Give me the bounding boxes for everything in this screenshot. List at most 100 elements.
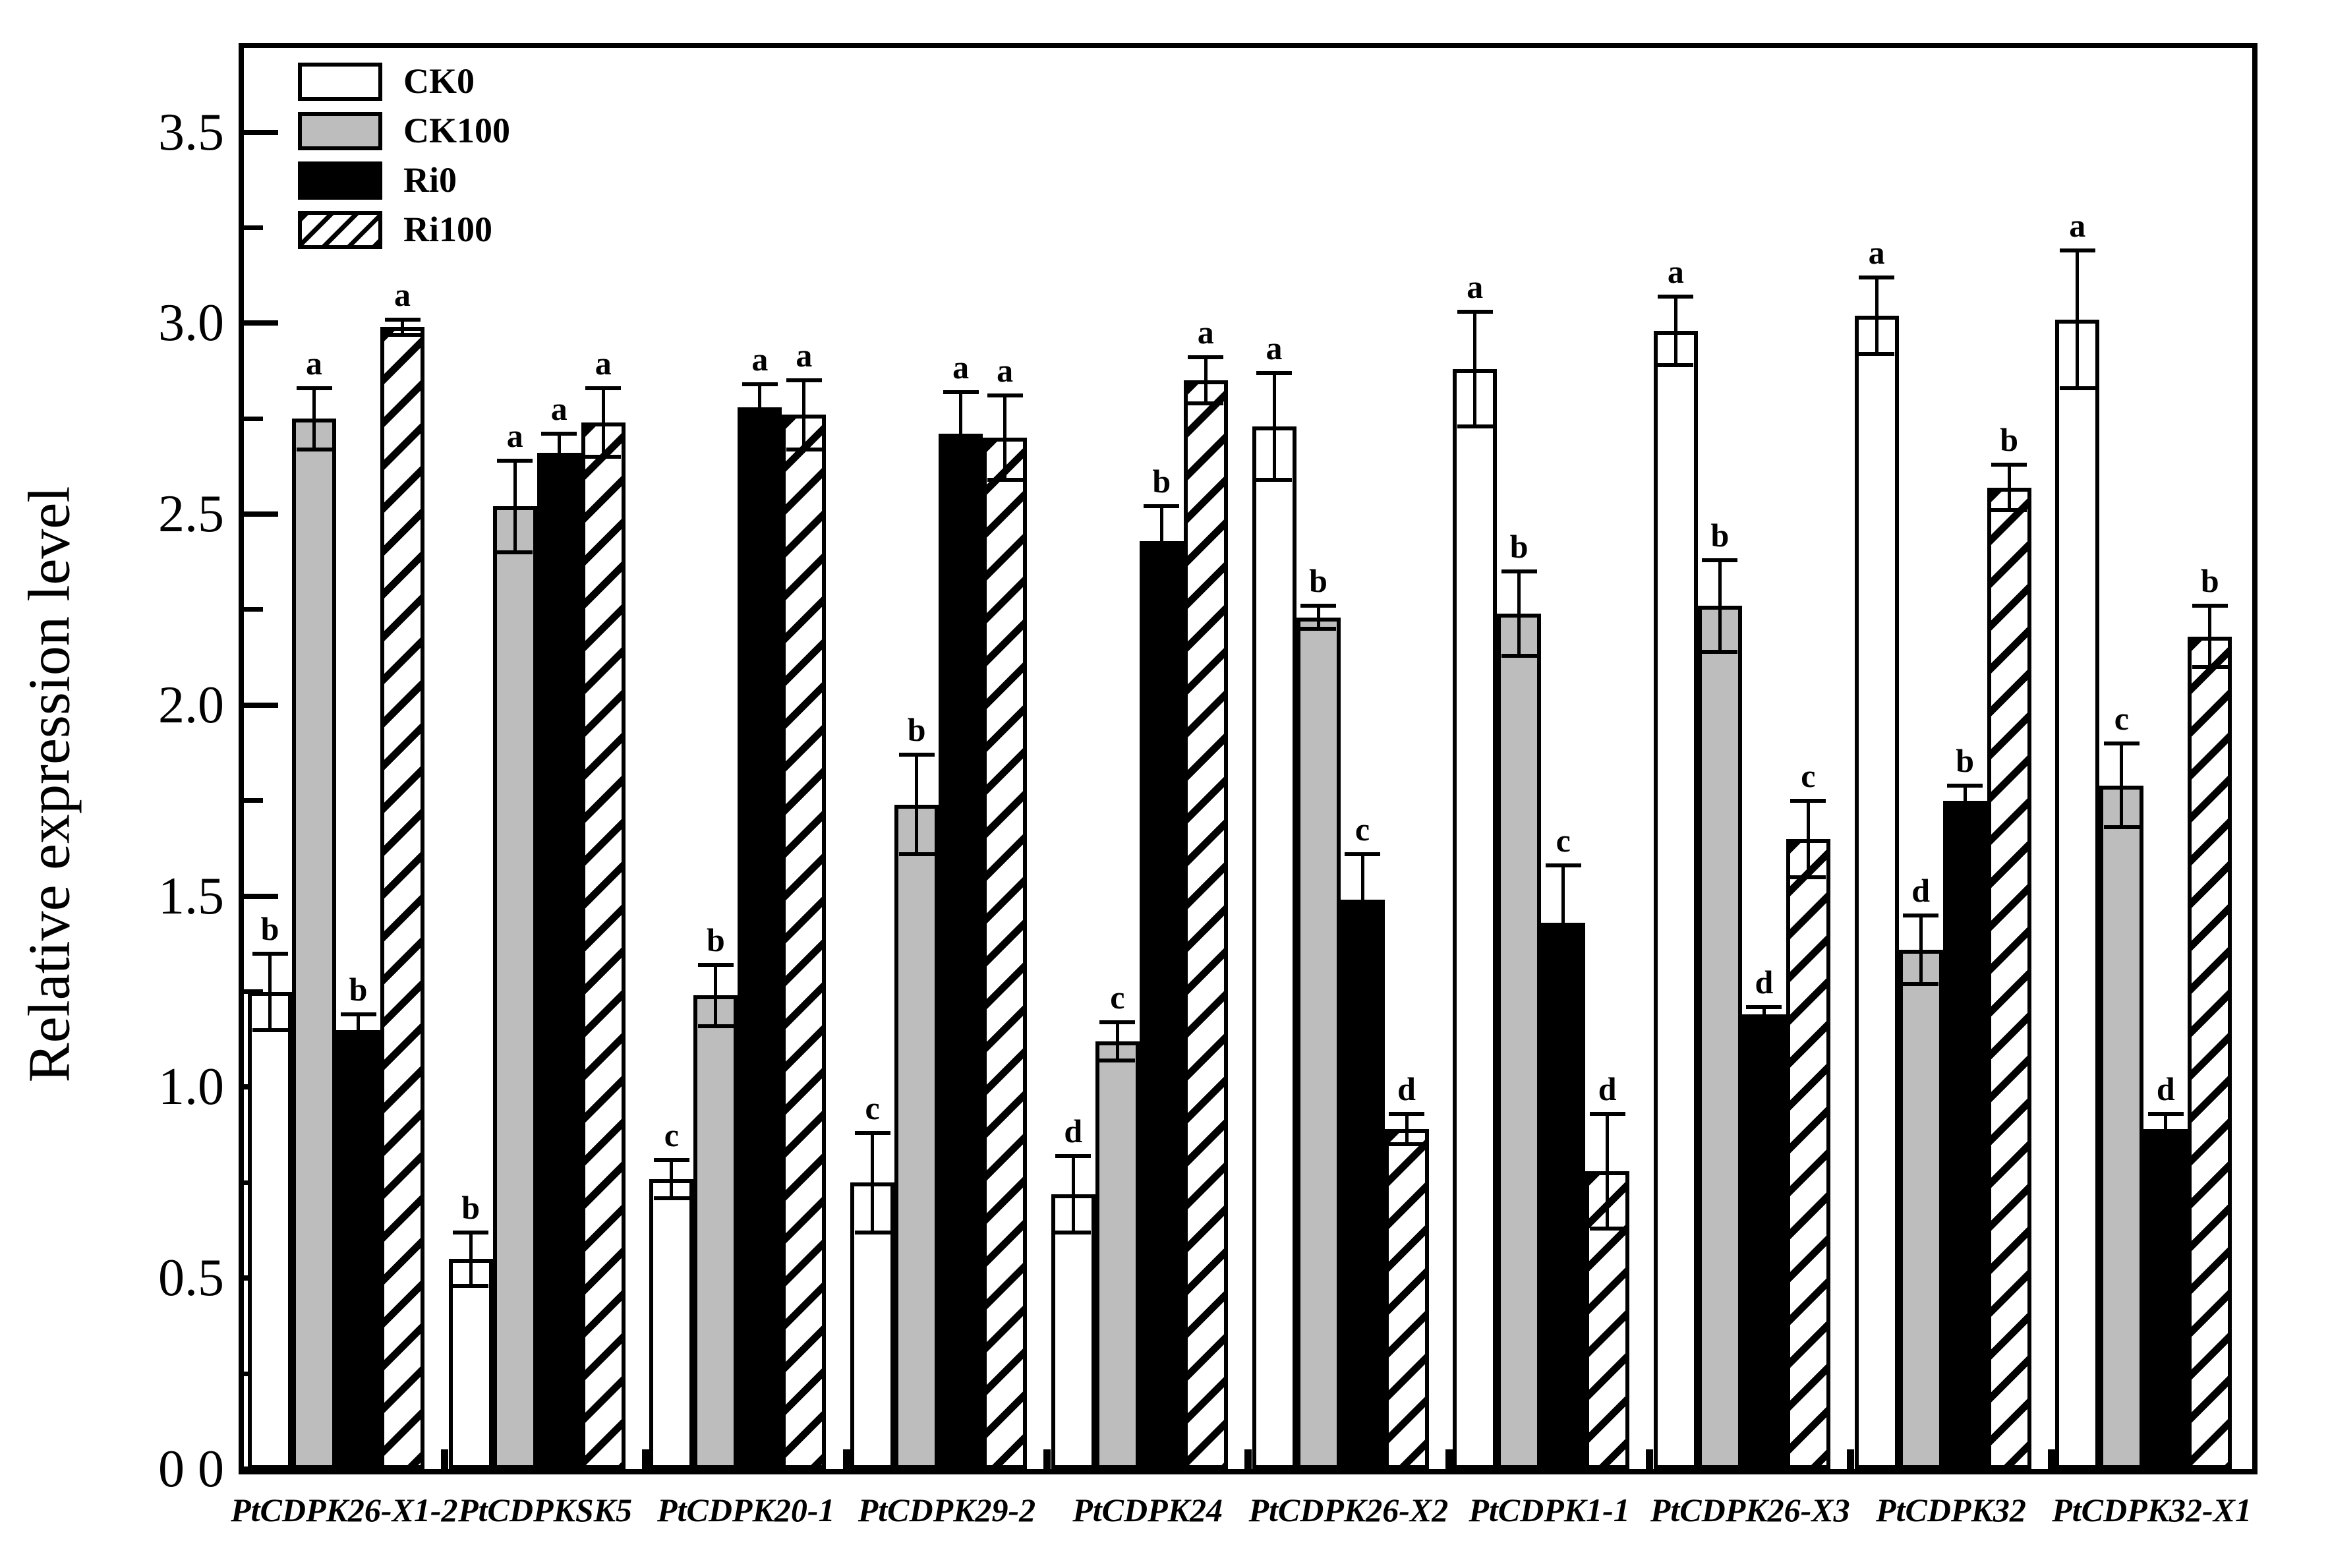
significance-letter: a — [394, 276, 411, 313]
error-bar-cap-bottom — [786, 447, 822, 451]
x-category-label: PtCDPK26-X2 — [1248, 1492, 1449, 1528]
x-boundary-tick — [2047, 1449, 2055, 1469]
significance-letter: a — [1667, 252, 1684, 290]
bar-ri100-PtCDPK29-2 — [983, 438, 1028, 1469]
significance-letter: b — [2000, 421, 2018, 458]
error-bar-cap-bottom — [1055, 1230, 1092, 1234]
y-major-tick — [244, 129, 278, 135]
bar-ri0-PtCDPK26-X2 — [1340, 900, 1385, 1469]
x-category-label: PtCDPK32 — [1876, 1492, 2026, 1528]
error-bar-cap-bottom — [1300, 626, 1336, 631]
error-bar-cap-bottom — [898, 852, 935, 856]
error-bar-line — [670, 1159, 674, 1198]
error-bar-cap-bottom — [1099, 1058, 1136, 1062]
x-category-label: PtCDPK24 — [1072, 1492, 1223, 1528]
x-boundary-tick — [842, 1449, 850, 1469]
error-bar-cap-top — [1188, 355, 1224, 360]
significance-letter: a — [796, 337, 813, 374]
bar-ri0-PtCDPK26-X3 — [1741, 1014, 1786, 1469]
significance-letter: a — [2069, 207, 2086, 245]
bar-ck0-PtCDPK1-1 — [1453, 368, 1498, 1469]
significance-letter: b — [907, 711, 926, 749]
significance-letter: d — [1755, 963, 1774, 1001]
y-major-tick — [244, 1466, 278, 1472]
error-bar-line — [1316, 606, 1320, 629]
bar-ri100-PtCDPK32 — [1987, 487, 2031, 1469]
x-boundary-tick — [1646, 1449, 1654, 1469]
bar-ck100-PtCDPK24 — [1095, 1041, 1140, 1469]
error-bar-cap-top — [252, 951, 288, 956]
significance-letter: a — [506, 417, 523, 454]
significance-letter: c — [664, 1116, 679, 1153]
bar-ck100-PtCDPK26-X1-2 — [292, 419, 336, 1469]
bar-ri100-PtCDPK32-X1 — [2188, 636, 2232, 1469]
error-bar-cap-bottom — [1345, 944, 1380, 948]
bar-ri100-PtCDPK24 — [1183, 380, 1228, 1469]
error-bar-cap-top — [1099, 1020, 1136, 1024]
error-bar-line — [1473, 311, 1477, 426]
bar-ck100-PtCDPK26-X2 — [1296, 617, 1341, 1469]
error-bar-cap-bottom — [497, 550, 533, 555]
error-bar-cap-top — [1545, 863, 1581, 868]
error-bar-cap-top — [2147, 1112, 2184, 1116]
error-bar-cap-top — [340, 1012, 376, 1017]
legend-row-ri0: Ri0 — [298, 160, 562, 201]
x-category-label: PtCDPK26-X1-2 — [231, 1492, 458, 1528]
y-minor-tick — [244, 607, 263, 612]
legend-swatch-black-icon — [298, 161, 382, 200]
significance-letter: a — [1868, 233, 1885, 271]
error-bar-cap-top — [1903, 913, 1939, 917]
error-bar-cap-bottom — [1589, 1226, 1625, 1231]
error-bar-cap-bottom — [1702, 649, 1738, 654]
significance-letter: a — [1197, 314, 1214, 351]
error-bar-line — [1204, 357, 1208, 403]
y-tick-label: 3.5 — [158, 103, 224, 161]
error-bar-line — [1875, 277, 1879, 354]
y-minor-tick — [244, 798, 263, 803]
error-bar-line — [1919, 915, 1923, 984]
error-bar-line — [1963, 785, 1967, 816]
significance-letter: c — [1556, 822, 1571, 859]
bar-ri100-PtCDPK20-1 — [782, 415, 827, 1469]
significance-letter: b — [349, 971, 368, 1008]
significance-letter: a — [997, 352, 1014, 390]
bar-ri100-PtCDPKSK5 — [581, 422, 626, 1469]
significance-letter: b — [461, 1188, 481, 1226]
significance-letter: a — [595, 344, 612, 382]
bar-ck100-PtCDPK20-1 — [693, 995, 738, 1469]
significance-letter: b — [1509, 528, 1529, 566]
significance-letter: b — [1956, 741, 1974, 779]
x-boundary-tick — [1847, 1449, 1855, 1469]
error-bar-cap-top — [2103, 741, 2140, 745]
significance-letter: b — [1152, 463, 1171, 500]
significance-letter: c — [1354, 810, 1370, 848]
error-bar-line — [2120, 743, 2124, 828]
error-bar-cap-bottom — [1545, 978, 1581, 983]
significance-letter: b — [1309, 562, 1327, 600]
significance-letter: b — [2200, 562, 2219, 600]
y-major-tick — [244, 893, 278, 899]
error-bar-line — [758, 384, 762, 430]
legend-swatch-white-icon — [298, 63, 382, 101]
error-bar-cap-bottom — [1859, 351, 1895, 356]
y-tick-label: 0.5 — [158, 1249, 224, 1308]
error-bar-cap-top — [1256, 370, 1292, 375]
error-bar-cap-bottom — [2147, 1142, 2184, 1147]
bar-ri100-PtCDPK26-X3 — [1786, 838, 1830, 1469]
error-bar-cap-bottom — [340, 1043, 376, 1047]
error-bar-line — [802, 380, 806, 450]
error-bar-cap-top — [1345, 852, 1380, 856]
significance-letter: a — [751, 341, 769, 378]
error-bar-cap-bottom — [1188, 401, 1224, 405]
significance-letter: b — [260, 910, 279, 947]
error-bar-line — [1606, 1114, 1610, 1229]
bar-ck100-PtCDPK29-2 — [894, 804, 939, 1469]
error-bar-cap-top — [854, 1130, 890, 1135]
y-tick-label: 1.5 — [158, 867, 224, 925]
significance-letter: c — [2114, 699, 2129, 737]
y-tick-label: 3.0 — [158, 294, 224, 353]
bar-ri0-PtCDPK1-1 — [1541, 923, 1586, 1469]
error-bar-cap-top — [1947, 783, 1983, 788]
bar-ck0-PtCDPK20-1 — [649, 1178, 694, 1469]
legend-label: Ri100 — [403, 210, 492, 249]
